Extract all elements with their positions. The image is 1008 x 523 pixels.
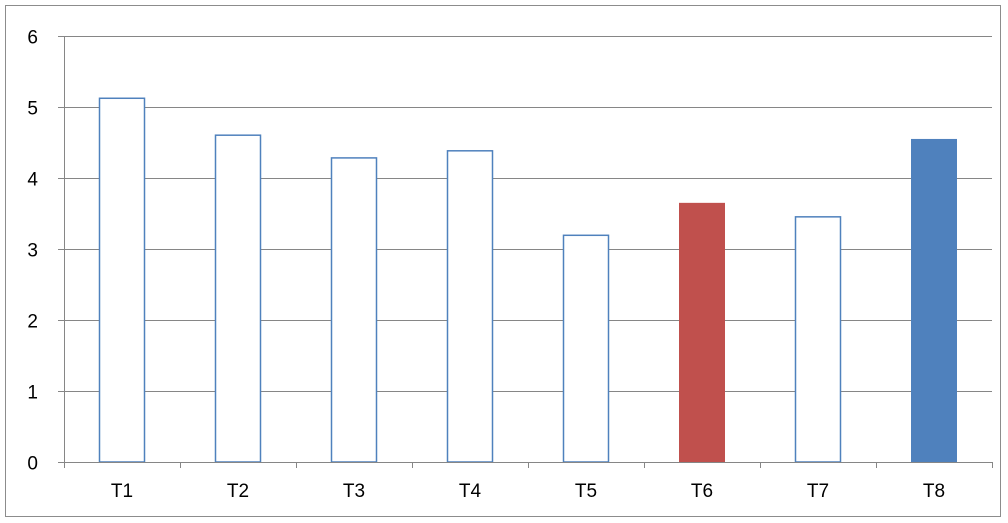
- x-tick-label: T2: [227, 481, 249, 502]
- y-tick-label: 2: [27, 312, 38, 333]
- bars: [98, 97, 957, 463]
- bar-t4: [446, 150, 494, 463]
- y-tick-label: 3: [27, 241, 38, 262]
- x-tick-label: T4: [459, 481, 482, 502]
- bar-t2: [214, 134, 262, 463]
- bar-t8: [911, 138, 957, 462]
- axes: [58, 36, 993, 468]
- x-tick-label: T1: [111, 481, 133, 502]
- y-tick-label: 4: [27, 170, 38, 191]
- y-tick-label: 6: [27, 28, 38, 49]
- y-tick-label: 5: [27, 99, 38, 120]
- chart-frame: 0 1 2 3 4 5 6 T1 T2 T3 T4 T5 T6 T7 T8: [5, 5, 1001, 517]
- x-tick-label: T5: [575, 481, 597, 502]
- bar-t6: [679, 202, 725, 462]
- y-tick-label: 0: [27, 454, 38, 475]
- bar-t5: [562, 234, 610, 463]
- x-tick-label: T6: [691, 481, 713, 502]
- y-tick-label: 1: [27, 383, 38, 404]
- bar-chart: 0 1 2 3 4 5 6 T1 T2 T3 T4 T5 T6 T7 T8: [27, 28, 993, 503]
- bar-t7: [794, 216, 842, 463]
- x-tick-label: T7: [807, 481, 829, 502]
- bar-t1: [98, 97, 146, 463]
- x-tick-label: T8: [923, 481, 945, 502]
- bar-t3: [330, 157, 378, 463]
- gridlines: [64, 36, 992, 392]
- tick-labels: 0 1 2 3 4 5 6 T1 T2 T3 T4 T5 T6 T7 T8: [27, 28, 945, 503]
- x-tick-label: T3: [343, 481, 365, 502]
